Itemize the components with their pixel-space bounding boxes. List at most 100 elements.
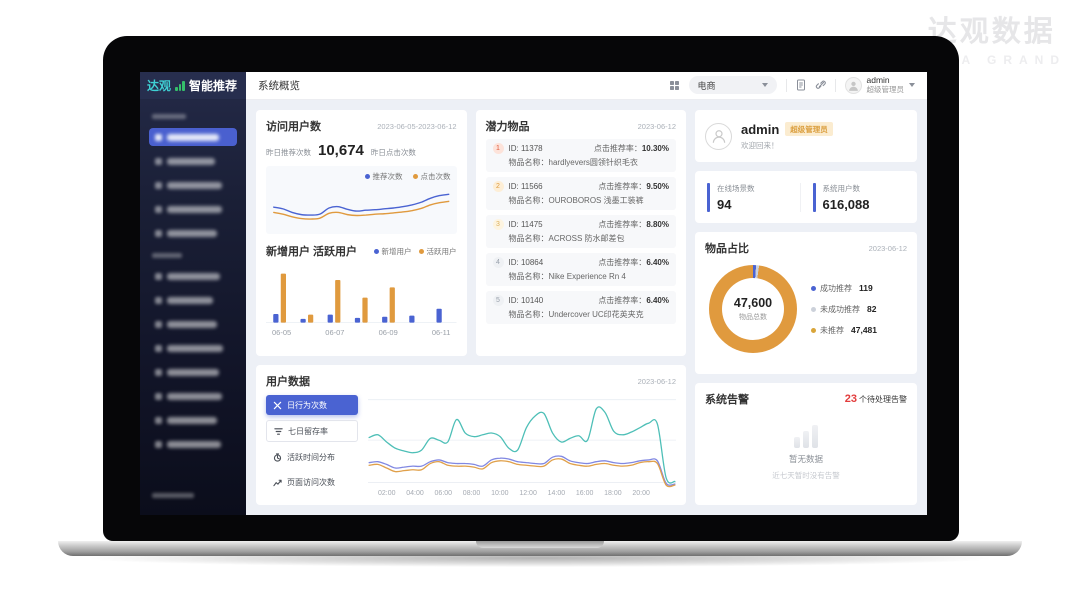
item-id: ID: 11566	[508, 182, 543, 191]
visit-users-card: 访问用户数 2023-06-05-2023-06-12 昨日推荐次数 10,67…	[256, 110, 467, 356]
card-date: 2023-06-12	[637, 376, 676, 386]
item-id: ID: 11378	[508, 144, 543, 153]
sidebar-item-active[interactable]	[149, 128, 237, 146]
sidebar-item[interactable]	[149, 267, 237, 285]
menu-item-active-time[interactable]: 活跃时间分布	[266, 447, 358, 467]
legend-value: 47,481	[851, 325, 877, 335]
link-icon[interactable]	[815, 80, 826, 91]
donut-center: 47,600 物品总数	[722, 278, 784, 340]
legend-item[interactable]: 成功推荐 119	[811, 283, 877, 294]
left-zone: 访问用户数 2023-06-05-2023-06-12 昨日推荐次数 10,67…	[256, 110, 686, 505]
potential-item[interactable]: 3 ID: 11475 点击推荐率：8.80% 物品名称：ACROSS 防水邮差…	[485, 215, 676, 248]
new-active-header: 新增用户 活跃用户 新增用户 活跃用户	[266, 243, 457, 259]
sidebar-item[interactable]	[149, 176, 237, 194]
sidebar-item[interactable]	[149, 152, 237, 170]
card-title: 用户数据	[266, 376, 310, 388]
user-menu[interactable]: admin 超级管理员	[844, 76, 915, 94]
sidebar-item[interactable]	[149, 291, 237, 309]
potential-item[interactable]: 1 ID: 11378 点击推荐率：10.30% 物品名称：hardlyever…	[485, 139, 676, 172]
divider	[834, 78, 836, 92]
menu-item-label: 日行为次数	[287, 400, 327, 410]
rank-badge: 1	[492, 143, 504, 154]
sidebar-item-icon	[155, 440, 162, 448]
sidebar-item-blurred-label	[167, 296, 213, 304]
alert-count-text[interactable]: 23 个待处理告警	[844, 393, 907, 405]
sidebar-item[interactable]	[149, 363, 237, 381]
logo-product-text: 智能推荐	[189, 79, 238, 93]
legend-item[interactable]: 点击次数	[412, 171, 451, 182]
sidebar-item-icon	[155, 181, 162, 189]
sidebar-item-icon	[155, 320, 162, 328]
card-date: 2023-06-12	[868, 243, 907, 253]
sidebar-item[interactable]	[149, 411, 237, 429]
alert-count: 23	[844, 393, 857, 405]
menu-item-page-visits[interactable]: 页面访问次数	[266, 472, 358, 492]
legend-item[interactable]: 推荐次数	[364, 171, 403, 182]
sidebar-item[interactable]	[149, 224, 237, 242]
stat-accent-bar	[707, 182, 710, 212]
welcome-user-name: admin	[741, 121, 780, 137]
x-tick: 16:00	[575, 490, 594, 497]
avatar	[705, 122, 732, 150]
legend-value: 82	[867, 304, 877, 314]
legend-dot	[811, 306, 816, 312]
scene-select[interactable]: 电商	[688, 76, 777, 95]
empty-bars-icon	[793, 424, 819, 448]
potential-item[interactable]: 5 ID: 10140 点击推荐率：6.40% 物品名称：Undercover …	[485, 291, 676, 324]
sidebar-collapse-control[interactable]	[152, 493, 194, 498]
legend-label: 点击次数	[420, 172, 451, 181]
rank-badge: 3	[492, 219, 504, 230]
x-tick: 06:00	[434, 490, 453, 497]
stat-system-users: 系统用户数 616,088	[799, 182, 906, 212]
stat-label: 在线场景数	[717, 183, 755, 193]
grid-icon[interactable]	[669, 80, 680, 91]
legend-dot	[811, 285, 816, 291]
sidebar-item[interactable]	[149, 435, 237, 453]
page-title: 系统概览	[258, 80, 300, 92]
item-name: 物品名称：Nike Experience Rn 4	[508, 272, 626, 281]
legend-item[interactable]: 未推荐 47,481	[811, 325, 877, 336]
sidebar-item[interactable]	[149, 200, 237, 218]
sidebar-item-icon	[155, 416, 162, 424]
date-range: 2023-06-05-2023-06-12	[377, 121, 457, 131]
stat-label: 昨日点击次数	[370, 148, 416, 157]
sidebar-item[interactable]	[149, 339, 237, 357]
legend-item[interactable]: 新增用户	[373, 246, 412, 257]
x-tick: 06-07	[325, 328, 345, 337]
legend: 新增用户 活跃用户	[373, 246, 457, 257]
legend-item[interactable]: 未成功推荐 82	[811, 304, 877, 315]
sidebar-item-blurred-label	[167, 133, 219, 141]
empty-title: 暂无数据	[788, 453, 823, 464]
menu-item-daily-behavior[interactable]: 日行为次数	[266, 395, 358, 415]
visit-stats: 昨日推荐次数 10,674 昨日点击次数	[266, 142, 457, 159]
legend-item[interactable]: 活跃用户	[418, 246, 457, 257]
potential-item[interactable]: 4 ID: 10864 点击推荐率：6.40% 物品名称：Nike Experi…	[485, 253, 676, 286]
visit-line-chart	[272, 184, 451, 232]
document-icon[interactable]	[796, 79, 806, 91]
main-area: 系统概览 电商	[246, 72, 927, 515]
sidebar-item[interactable]	[149, 315, 237, 333]
sidebar-item-blurred-label	[167, 416, 217, 424]
sidebar-item-blurred-label	[167, 181, 222, 189]
user-data-card: 用户数据 2023-06-12 日行为次数	[256, 365, 686, 505]
item-id: ID: 11475	[508, 220, 543, 229]
legend-dot	[373, 248, 379, 254]
trend-line-icon	[273, 479, 282, 486]
chevron-down-icon	[761, 83, 768, 88]
filter-icon	[274, 427, 283, 435]
item-rate: 点击推荐率：6.40%	[598, 258, 669, 267]
sidebar-item-icon	[155, 368, 162, 376]
section-title: 新增用户 活跃用户	[266, 246, 358, 258]
sidebar-item[interactable]	[149, 387, 237, 405]
card-title: 物品占比	[705, 243, 749, 255]
potential-item[interactable]: 2 ID: 11566 点击推荐率：9.50% 物品名称：OUROBOROS 浅…	[485, 177, 676, 210]
sidebar-item-icon	[155, 344, 162, 352]
sidebar-item-icon	[155, 205, 162, 213]
legend: 推荐次数 点击次数	[272, 171, 451, 182]
bar-x-axis: 06-05 06-07 06-09 06-11	[266, 328, 457, 337]
legend-value: 119	[859, 283, 873, 293]
legend-dot	[418, 248, 424, 254]
legend-label: 未成功推荐	[820, 304, 860, 314]
system-stats-card: 在线场景数 94 系统用户数 616,088	[695, 171, 917, 223]
menu-item-retention[interactable]: 七日留存率	[266, 420, 358, 442]
